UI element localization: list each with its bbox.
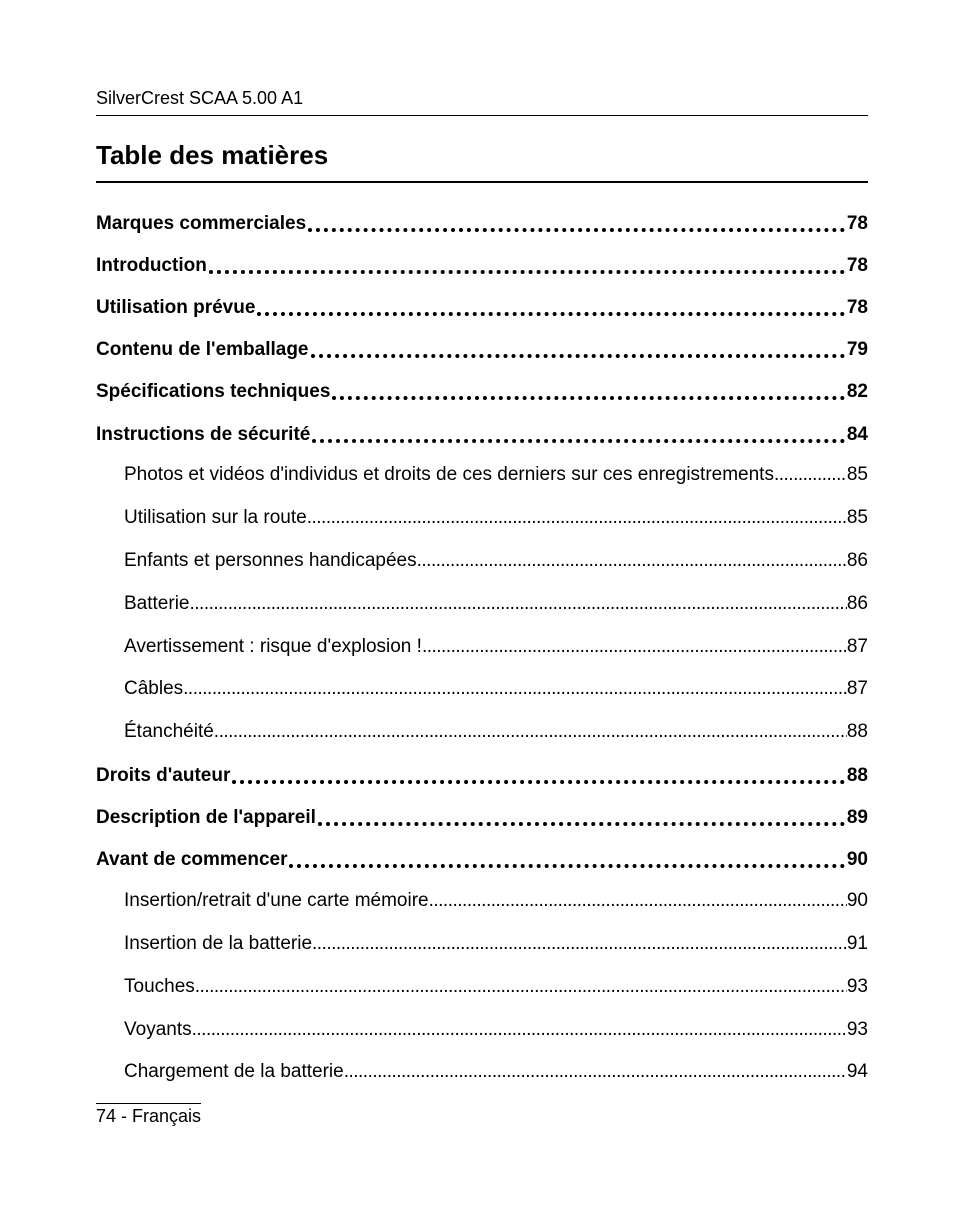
toc-label: Avant de commencer xyxy=(96,849,287,871)
toc-row: Enfants et personnes handicapées 86 xyxy=(124,549,868,572)
table-of-contents: Marques commerciales78Introduction78Util… xyxy=(96,211,868,1083)
toc-label: Chargement de la batterie xyxy=(124,1061,344,1083)
toc-label: Insertion de la batterie xyxy=(124,933,312,955)
toc-label: Utilisation sur la route xyxy=(124,507,307,529)
toc-row: Étanchéité 88 xyxy=(124,720,868,743)
toc-row: Utilisation sur la route 85 xyxy=(124,506,868,529)
toc-row: Instructions de sécurité 84 xyxy=(96,421,868,445)
toc-page: 79 xyxy=(847,339,868,361)
toc-row: Batterie 86 xyxy=(124,592,868,615)
toc-leaders xyxy=(289,847,844,868)
toc-label: Insertion/retrait d'une carte mémoire xyxy=(124,890,429,912)
toc-page: 85 xyxy=(847,464,868,486)
toc-page: 87 xyxy=(847,678,868,700)
toc-leaders xyxy=(429,889,847,912)
toc-row: Avertissement : risque d'explosion ! 87 xyxy=(124,635,868,658)
toc-label: Avertissement : risque d'explosion ! xyxy=(124,636,422,658)
toc-row: Introduction 78 xyxy=(96,253,868,277)
toc-row: Voyants 93 xyxy=(124,1018,868,1041)
toc-leaders xyxy=(232,763,844,784)
page-title: Table des matières xyxy=(96,140,868,183)
toc-label: Voyants xyxy=(124,1019,192,1041)
toc-row: Droits d'auteur 88 xyxy=(96,763,868,787)
toc-leaders xyxy=(312,421,845,442)
toc-page: 86 xyxy=(847,593,868,615)
toc-leaders xyxy=(332,379,844,400)
toc-page: 90 xyxy=(847,890,868,912)
toc-leaders xyxy=(192,1018,847,1041)
toc-leaders xyxy=(422,635,847,658)
toc-label: Marques commerciales xyxy=(96,213,306,235)
toc-leaders xyxy=(318,805,845,826)
toc-label: Câbles xyxy=(124,678,183,700)
toc-row: Câbles 87 xyxy=(124,678,868,701)
toc-leaders xyxy=(209,253,845,274)
toc-row: Touches 93 xyxy=(124,975,868,998)
toc-page: 82 xyxy=(847,381,868,403)
product-name: SilverCrest SCAA 5.00 A1 xyxy=(96,88,303,108)
toc-row: Spécifications techniques 82 xyxy=(96,379,868,403)
toc-page: 88 xyxy=(847,765,868,787)
toc-label: Introduction xyxy=(96,255,207,277)
toc-row: Chargement de la batterie 94 xyxy=(124,1061,868,1084)
toc-label: Photos et vidéos d'individus et droits d… xyxy=(124,464,774,486)
toc-leaders xyxy=(312,932,847,955)
toc-row: Photos et vidéos d'individus et droits d… xyxy=(124,464,868,487)
toc-row: Marques commerciales 78 xyxy=(96,211,868,235)
toc-label: Étanchéité xyxy=(124,721,214,743)
toc-page: 91 xyxy=(847,933,868,955)
toc-page: 93 xyxy=(847,1019,868,1041)
toc-leaders xyxy=(183,678,847,701)
toc-label: Description de l'appareil xyxy=(96,807,316,829)
toc-label: Droits d'auteur xyxy=(96,765,230,787)
title-text: Table des matières xyxy=(96,140,328,170)
toc-page: 89 xyxy=(847,807,868,829)
toc-row: Description de l'appareil 89 xyxy=(96,805,868,829)
toc-page: 88 xyxy=(847,721,868,743)
toc-page: 94 xyxy=(847,1061,868,1083)
toc-page: 78 xyxy=(847,255,868,277)
toc-label: Enfants et personnes handicapées xyxy=(124,550,417,572)
product-header: SilverCrest SCAA 5.00 A1 xyxy=(96,88,868,116)
toc-leaders xyxy=(344,1061,847,1084)
toc-leaders xyxy=(774,464,847,487)
toc-row: Insertion/retrait d'une carte mémoire 90 xyxy=(124,889,868,912)
toc-label: Batterie xyxy=(124,593,189,615)
toc-leaders xyxy=(307,506,847,529)
toc-leaders xyxy=(308,211,845,232)
toc-label: Touches xyxy=(124,976,195,998)
toc-label: Utilisation prévue xyxy=(96,297,255,319)
toc-row: Insertion de la batterie 91 xyxy=(124,932,868,955)
toc-page: 78 xyxy=(847,297,868,319)
toc-page: 84 xyxy=(847,424,868,446)
toc-page: 93 xyxy=(847,976,868,998)
toc-row: Contenu de l'emballage 79 xyxy=(96,337,868,361)
toc-page: 78 xyxy=(847,213,868,235)
toc-leaders xyxy=(214,720,847,743)
toc-label: Instructions de sécurité xyxy=(96,424,310,446)
toc-leaders xyxy=(189,592,846,615)
footer-page-label: 74 - Français xyxy=(96,1106,201,1126)
toc-row: Avant de commencer 90 xyxy=(96,847,868,871)
toc-leaders xyxy=(311,337,845,358)
toc-page: 85 xyxy=(847,507,868,529)
toc-row: Utilisation prévue 78 xyxy=(96,295,868,319)
toc-leaders xyxy=(417,549,847,572)
toc-page: 90 xyxy=(847,849,868,871)
toc-leaders xyxy=(195,975,847,998)
toc-page: 86 xyxy=(847,550,868,572)
toc-label: Spécifications techniques xyxy=(96,381,330,403)
toc-page: 87 xyxy=(847,636,868,658)
toc-leaders xyxy=(257,295,844,316)
page-footer: 74 - Français xyxy=(96,1103,201,1127)
toc-label: Contenu de l'emballage xyxy=(96,339,309,361)
